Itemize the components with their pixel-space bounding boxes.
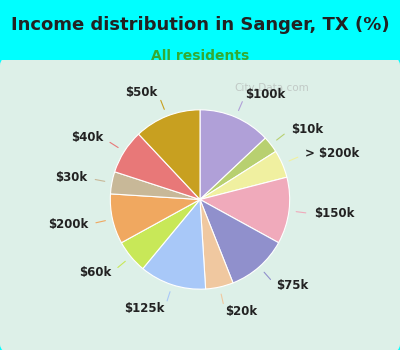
Wedge shape	[110, 172, 200, 199]
Text: $60k: $60k	[79, 266, 112, 279]
Text: $125k: $125k	[124, 302, 164, 315]
Wedge shape	[115, 134, 200, 200]
Text: $40k: $40k	[71, 132, 103, 145]
Text: $10k: $10k	[291, 122, 323, 136]
Text: $100k: $100k	[246, 88, 286, 101]
Text: > $200k: > $200k	[305, 147, 360, 160]
Text: $50k: $50k	[126, 86, 158, 99]
Wedge shape	[122, 199, 200, 268]
Text: $30k: $30k	[55, 172, 87, 184]
FancyBboxPatch shape	[0, 57, 400, 350]
Wedge shape	[110, 194, 200, 243]
Wedge shape	[139, 110, 200, 200]
Wedge shape	[200, 199, 278, 283]
Text: $75k: $75k	[276, 279, 308, 292]
Wedge shape	[200, 152, 287, 200]
Wedge shape	[200, 110, 265, 200]
Wedge shape	[143, 199, 206, 289]
Text: $200k: $200k	[48, 218, 88, 231]
Wedge shape	[200, 199, 233, 289]
Text: Income distribution in Sanger, TX (%): Income distribution in Sanger, TX (%)	[11, 16, 389, 34]
Text: All residents: All residents	[151, 49, 249, 63]
Wedge shape	[200, 177, 290, 243]
Text: City-Data.com: City-Data.com	[235, 83, 309, 93]
Text: $20k: $20k	[225, 305, 257, 318]
Text: $150k: $150k	[314, 208, 354, 220]
Wedge shape	[200, 138, 276, 199]
